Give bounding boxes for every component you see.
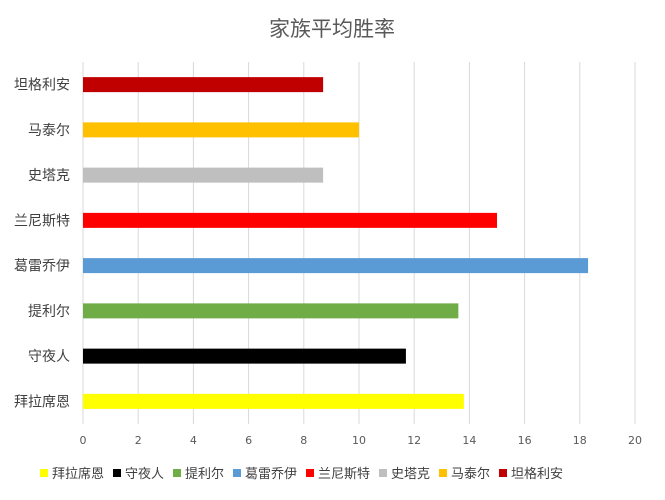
x-tick-label: 18 [573, 434, 587, 447]
legend-swatch [173, 469, 181, 477]
legend-label: 史塔克 [391, 467, 430, 482]
category-label: 兰尼斯特 [14, 213, 70, 229]
legend-item: 马泰尔 [439, 467, 490, 482]
x-axis-ticks: 0 2 4 6 8 10 12 14 16 18 20 [80, 434, 643, 447]
x-tick-label: 16 [518, 434, 532, 447]
category-label: 拜拉席恩 [14, 394, 70, 410]
legend-item: 坦格利安 [499, 466, 563, 482]
x-tick-label: 14 [462, 434, 476, 447]
legend-swatch [306, 469, 314, 477]
gridlines [82, 62, 636, 424]
category-label: 葛雷乔伊 [14, 259, 70, 275]
category-label: 坦格利安 [14, 78, 70, 94]
legend-item: 拜拉席恩 [40, 466, 104, 482]
bar [83, 212, 497, 228]
category-label: 史塔克 [28, 168, 70, 184]
legend-label: 坦格利安 [511, 466, 563, 482]
category-labels: 拜拉席恩 守夜人 提利尔 葛雷乔伊 兰尼斯特 史塔克 马泰尔 坦格利安 [14, 78, 70, 411]
legend-label: 守夜人 [125, 467, 164, 482]
x-tick-label: 20 [628, 434, 642, 447]
bar [83, 258, 589, 274]
bar [83, 348, 406, 364]
legend-swatch [40, 469, 48, 477]
bars [83, 77, 589, 409]
bar [83, 393, 464, 409]
category-label: 马泰尔 [28, 123, 70, 139]
x-tick-label: 8 [300, 434, 307, 447]
bar [83, 167, 324, 183]
bar [83, 303, 459, 319]
legend-item: 兰尼斯特 [306, 467, 370, 482]
category-label: 守夜人 [28, 349, 70, 365]
legend-swatch [233, 469, 241, 477]
legend-label: 马泰尔 [451, 467, 490, 482]
legend-label: 提利尔 [185, 466, 224, 482]
bar [83, 77, 324, 93]
x-tick-label: 12 [407, 434, 421, 447]
legend-swatch [379, 469, 387, 477]
legend-swatch [113, 469, 121, 477]
legend-item: 提利尔 [173, 466, 224, 482]
x-tick-label: 0 [80, 434, 87, 447]
x-tick-label: 4 [190, 434, 197, 447]
x-tick-label: 6 [245, 434, 252, 447]
x-tick-label: 2 [135, 434, 142, 447]
legend-item: 守夜人 [113, 467, 164, 482]
chart-title: 家族平均胜率 [269, 17, 395, 41]
legend-item: 葛雷乔伊 [233, 467, 297, 482]
legend-label: 拜拉席恩 [52, 466, 104, 482]
legend-swatch [499, 469, 507, 477]
category-label: 提利尔 [28, 304, 70, 320]
x-tick-label: 10 [352, 434, 366, 447]
legend-swatch [439, 469, 447, 477]
legend: 拜拉席恩 守夜人 提利尔 葛雷乔伊 兰尼斯特 史塔克 马泰尔 坦格利安 [40, 466, 563, 482]
legend-item: 史塔克 [379, 467, 430, 482]
legend-label: 葛雷乔伊 [245, 467, 297, 482]
legend-label: 兰尼斯特 [318, 467, 370, 482]
bar [83, 122, 359, 138]
